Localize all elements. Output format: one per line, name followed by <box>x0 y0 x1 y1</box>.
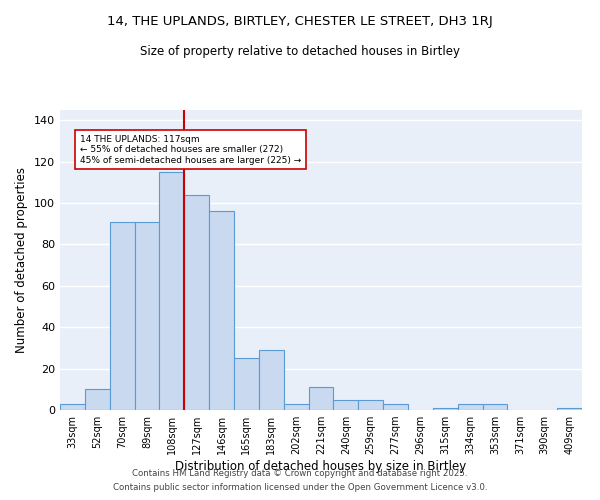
Bar <box>334 400 358 410</box>
Bar <box>110 222 134 410</box>
Bar <box>308 387 334 410</box>
Bar <box>433 408 458 410</box>
Bar <box>184 195 209 410</box>
Bar <box>209 212 234 410</box>
Bar <box>284 404 308 410</box>
Bar <box>60 404 85 410</box>
Bar <box>383 404 408 410</box>
Bar <box>234 358 259 410</box>
Bar <box>458 404 482 410</box>
Text: Contains HM Land Registry data © Crown copyright and database right 2025.: Contains HM Land Registry data © Crown c… <box>132 468 468 477</box>
Bar <box>557 408 582 410</box>
Text: 14 THE UPLANDS: 117sqm
← 55% of detached houses are smaller (272)
45% of semi-de: 14 THE UPLANDS: 117sqm ← 55% of detached… <box>80 135 301 164</box>
Bar <box>160 172 184 410</box>
Bar <box>482 404 508 410</box>
Text: 14, THE UPLANDS, BIRTLEY, CHESTER LE STREET, DH3 1RJ: 14, THE UPLANDS, BIRTLEY, CHESTER LE STR… <box>107 15 493 28</box>
Bar <box>358 400 383 410</box>
Bar <box>259 350 284 410</box>
Text: Size of property relative to detached houses in Birtley: Size of property relative to detached ho… <box>140 45 460 58</box>
Bar <box>85 390 110 410</box>
Y-axis label: Number of detached properties: Number of detached properties <box>16 167 28 353</box>
X-axis label: Distribution of detached houses by size in Birtley: Distribution of detached houses by size … <box>175 460 467 473</box>
Bar <box>134 222 160 410</box>
Text: Contains public sector information licensed under the Open Government Licence v3: Contains public sector information licen… <box>113 484 487 492</box>
